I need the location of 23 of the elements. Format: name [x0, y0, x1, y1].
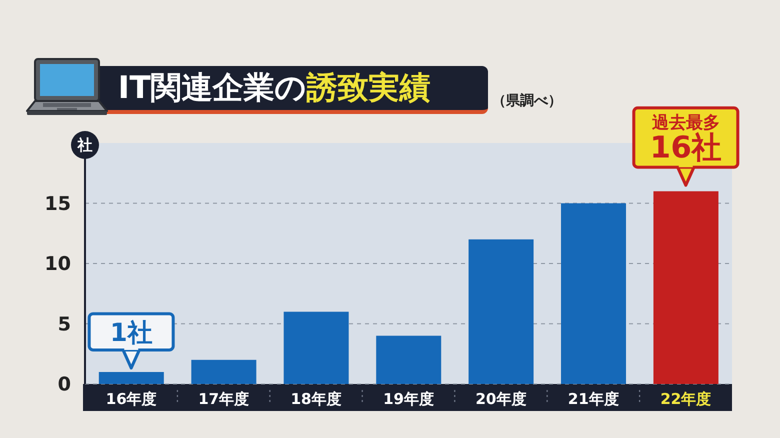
bar [191, 360, 256, 384]
annotation: 1社 [110, 318, 152, 348]
bar [98, 372, 164, 384]
y-tick-label: 15 [44, 192, 71, 215]
y-axis-title: 社 [71, 131, 99, 159]
x-tick-label: 16年度 [106, 390, 157, 408]
y-tick-label: 5 [58, 313, 71, 336]
x-tick-label: 21年度 [568, 390, 619, 408]
bar [284, 312, 349, 384]
chart-title: IT関連企業の誘致実績 [118, 70, 431, 106]
x-tick-label: 19年度 [383, 390, 434, 408]
x-tick-label: 22年度 [660, 390, 712, 408]
x-tick-label: 20年度 [475, 390, 526, 408]
bar [468, 239, 534, 384]
bar [561, 203, 626, 384]
bar [653, 191, 718, 384]
y-tick-label: 0 [58, 374, 71, 396]
x-tick-label: 17年度 [198, 390, 250, 408]
x-tick-label: 18年度 [290, 390, 342, 408]
annotation: 過去最多 16社 [650, 113, 722, 166]
bar [376, 336, 442, 384]
text: （県調べ） [492, 92, 562, 110]
y-tick-label: 10 [44, 253, 71, 276]
